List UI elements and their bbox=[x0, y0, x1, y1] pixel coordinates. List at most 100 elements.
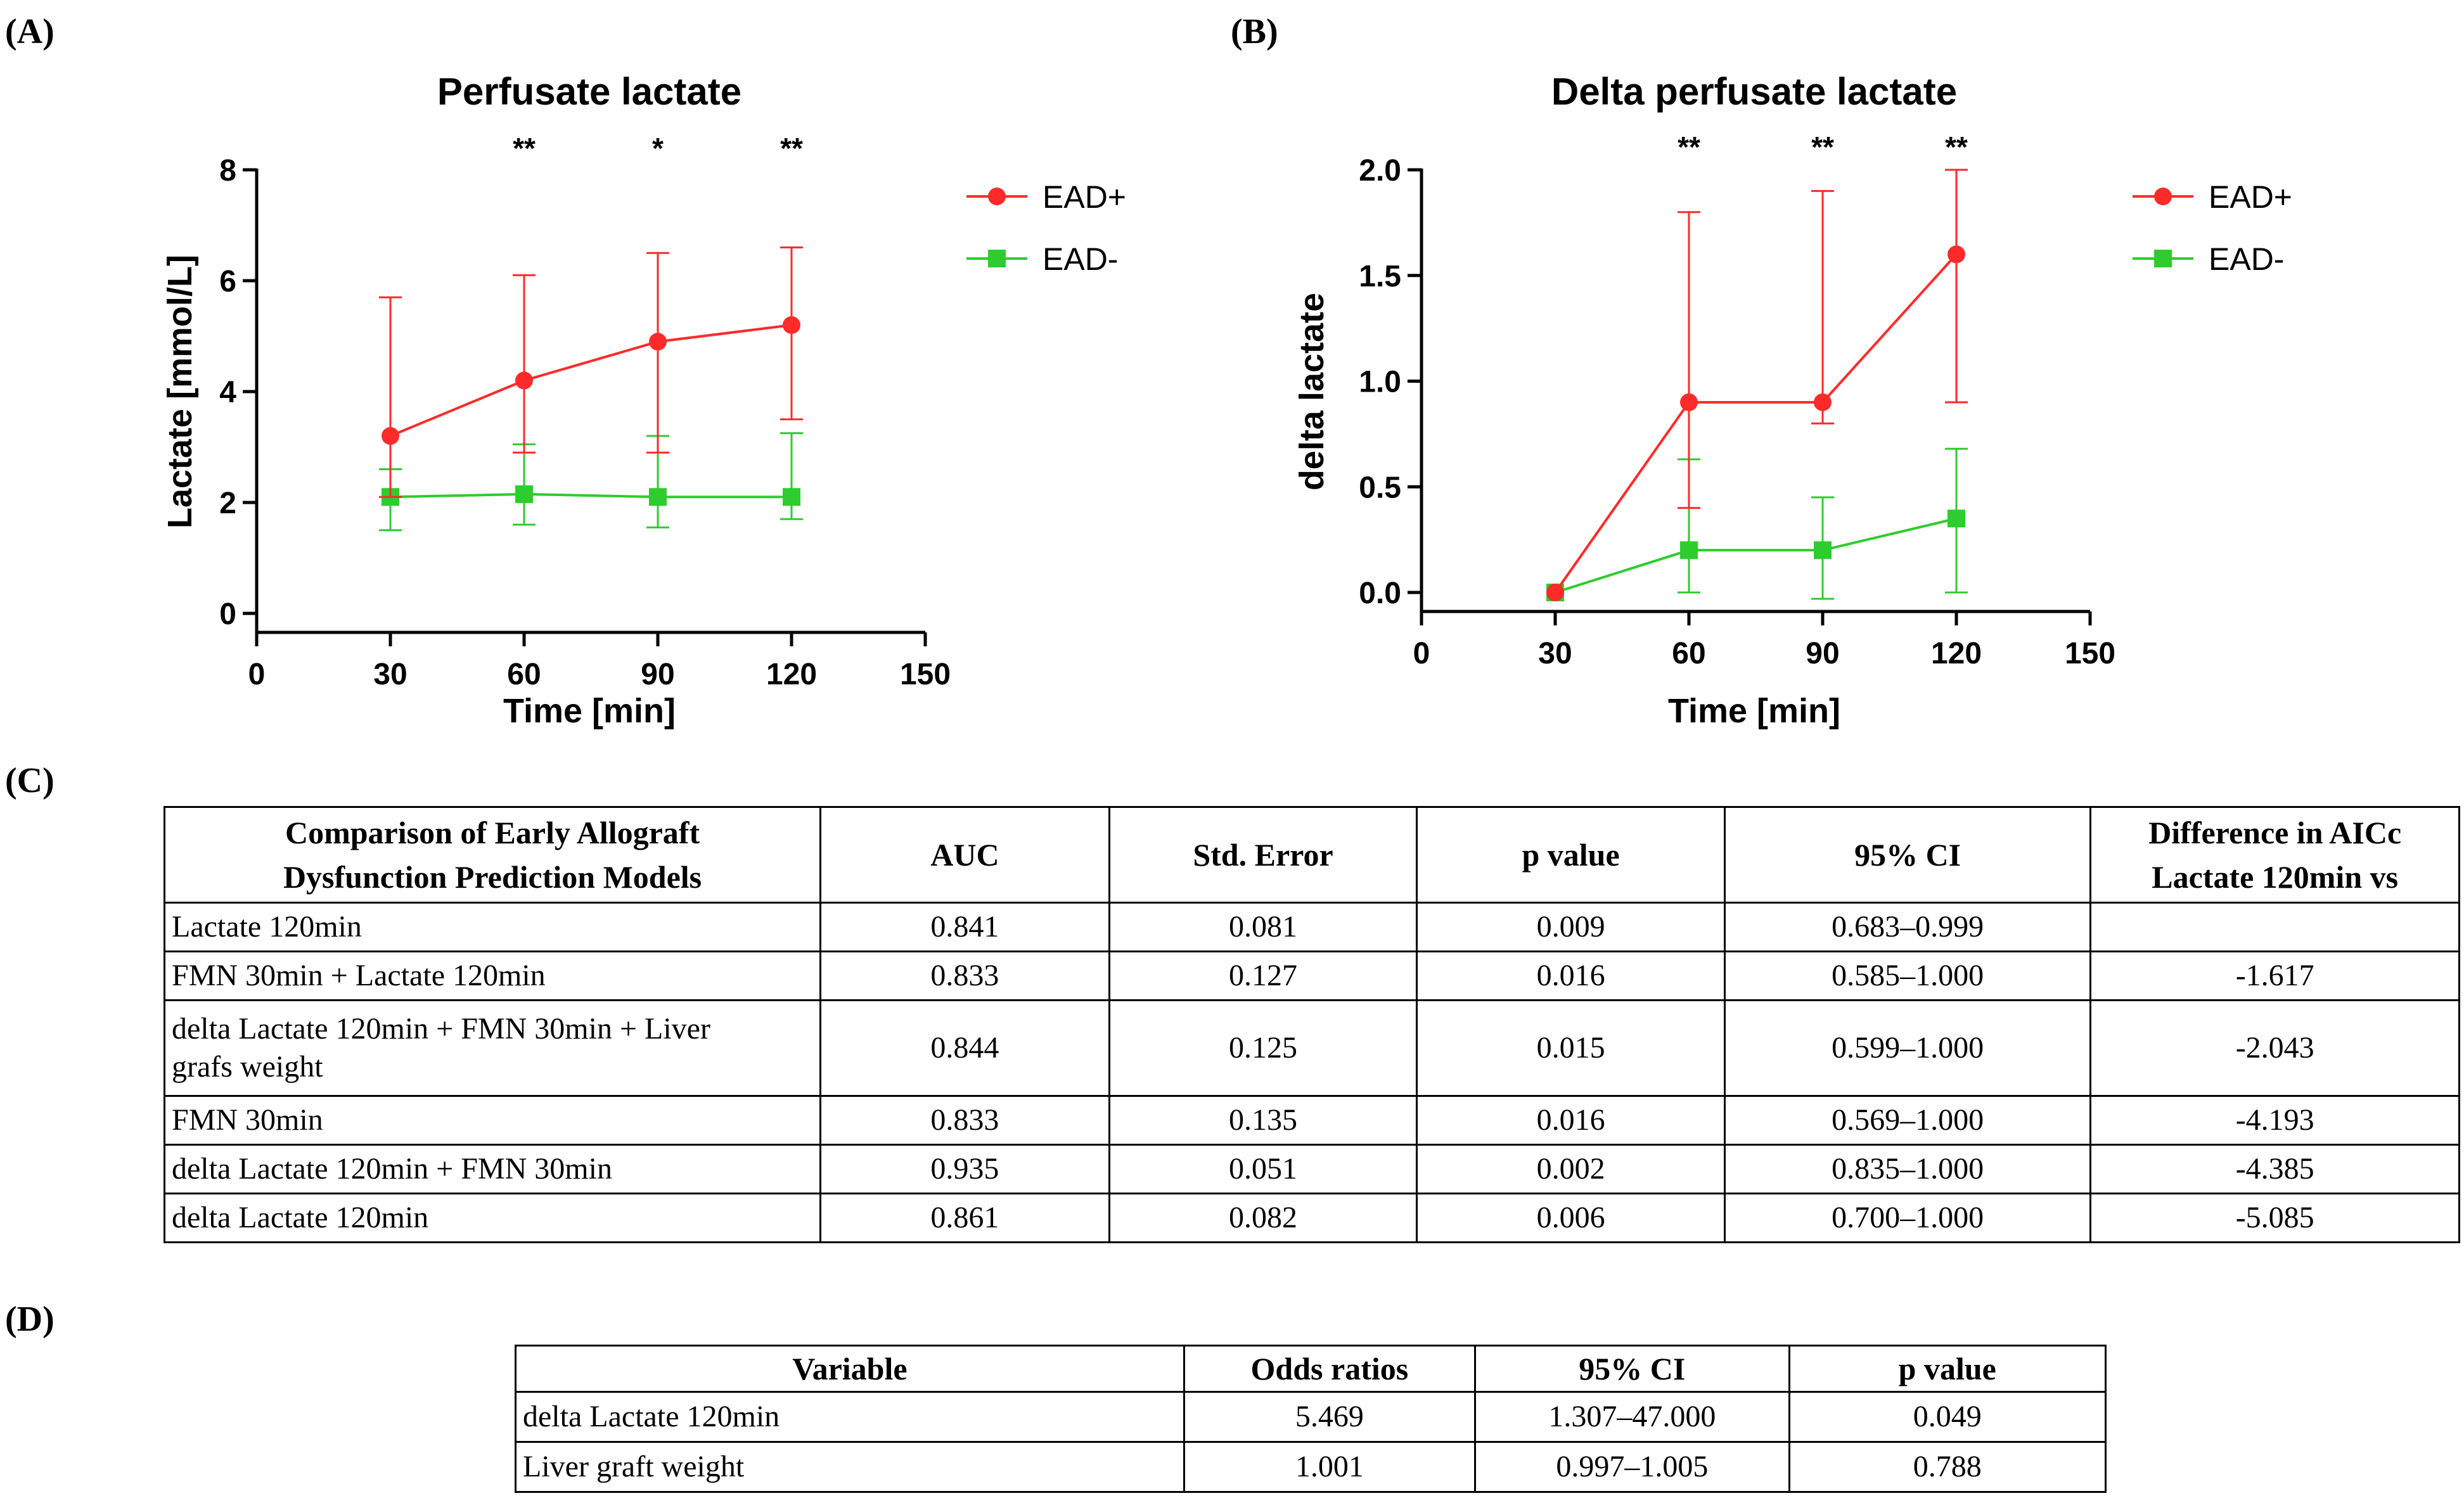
panel-label-c: (C) bbox=[5, 761, 55, 800]
legend-label: EAD- bbox=[1043, 241, 1118, 277]
significance-label: ** bbox=[1811, 131, 1834, 163]
model-cell: Lactate 120min bbox=[163, 902, 822, 952]
ci-cell: 0.569–1.000 bbox=[1723, 1095, 2092, 1146]
panel-label-a: (A) bbox=[5, 12, 55, 51]
p-cell: 0.788 bbox=[1788, 1441, 2107, 1493]
model-cell: delta Lactate 120min + FMN 30min bbox=[163, 1144, 822, 1194]
table-row: Liver graft weight 1.001 0.997–1.005 0.7… bbox=[515, 1441, 2107, 1493]
data-point-ead-pos bbox=[1680, 393, 1698, 411]
p-cell: 0.016 bbox=[1416, 1095, 1726, 1146]
se-cell: 0.081 bbox=[1108, 902, 1418, 952]
p-cell: 0.006 bbox=[1416, 1193, 1726, 1243]
data-point-ead-pos bbox=[382, 427, 399, 445]
ci-cell: 0.835–1.000 bbox=[1723, 1144, 2092, 1194]
x-tick-label: 30 bbox=[1538, 637, 1572, 670]
significance-label: ** bbox=[780, 132, 803, 165]
table-d-header-or: Odds ratios bbox=[1183, 1345, 1477, 1393]
y-tick-label: 0.5 bbox=[1359, 471, 1401, 504]
panel-label-d: (D) bbox=[5, 1300, 55, 1339]
data-point-ead-neg bbox=[649, 488, 667, 506]
x-tick-label: 150 bbox=[2065, 637, 2115, 670]
table-row: delta Lactate 120min + FMN 30min + Liver… bbox=[163, 999, 2460, 1097]
y-axis-label: delta lactate bbox=[1293, 293, 1331, 490]
p-cell: 0.015 bbox=[1416, 999, 1726, 1097]
y-tick-label: 0.0 bbox=[1359, 577, 1401, 610]
auc-cell: 0.861 bbox=[819, 1193, 1110, 1243]
model-cell: FMN 30min + Lactate 120min bbox=[163, 950, 822, 1001]
header-text: Dysfunction Prediction Models bbox=[283, 859, 702, 895]
ci-cell: 0.683–0.999 bbox=[1723, 902, 2092, 952]
table-d-header-row: Variable Odds ratios 95% CI p value bbox=[515, 1345, 2107, 1393]
table-c-header-diff: Difference in AICc Lactate 120min vs bbox=[2089, 806, 2460, 904]
legend-label: EAD- bbox=[2209, 241, 2284, 277]
diff-cell: -5.085 bbox=[2089, 1193, 2460, 1243]
diff-cell: -2.043 bbox=[2089, 999, 2460, 1097]
x-axis-label: Time [min] bbox=[503, 692, 676, 730]
auc-cell: 0.935 bbox=[819, 1144, 1110, 1194]
y-tick-label: 0 bbox=[219, 598, 236, 631]
series-line-ead-neg bbox=[390, 492, 792, 499]
odds-ratio-table: Variable Odds ratios 95% CI p value delt… bbox=[515, 1345, 2107, 1493]
data-point-ead-pos bbox=[515, 371, 533, 390]
diff-cell bbox=[2089, 902, 2460, 952]
diff-cell: -4.193 bbox=[2089, 1095, 2460, 1146]
y-tick-label: 4 bbox=[219, 376, 236, 409]
auc-cell: 0.841 bbox=[819, 902, 1110, 952]
diff-cell: -4.385 bbox=[2089, 1144, 2460, 1194]
se-cell: 0.125 bbox=[1108, 999, 1418, 1097]
table-c-header-auc: AUC bbox=[819, 806, 1110, 904]
x-tick-label: 0 bbox=[248, 658, 266, 691]
table-row: delta Lactate 120min 5.469 1.307–47.000 … bbox=[515, 1391, 2107, 1443]
legend-marker bbox=[2154, 250, 2172, 267]
legend-marker bbox=[988, 188, 1006, 205]
variable-cell: Liver graft weight bbox=[515, 1441, 1185, 1493]
significance-label: ** bbox=[1945, 131, 1968, 163]
table-d-header-variable: Variable bbox=[515, 1345, 1185, 1393]
model-cell: delta Lactate 120min bbox=[163, 1193, 822, 1243]
table-row: delta Lactate 120min + FMN 30min 0.935 0… bbox=[163, 1144, 2460, 1194]
charts-canvas: Perfusate lactate 0 2 4 6 8 0 30 60 90 120 150 Time … bbox=[161, 70, 2292, 730]
significance-label: ** bbox=[1678, 131, 1700, 163]
header-text: 95% CI bbox=[1854, 837, 1961, 873]
x-tick-label: 90 bbox=[1806, 637, 1839, 670]
series-line-ead-pos bbox=[1554, 253, 1958, 594]
header-text: Difference in AICc bbox=[2148, 815, 2402, 850]
p-cell: 0.016 bbox=[1416, 950, 1726, 1001]
x-axis-label: Time [min] bbox=[1668, 692, 1840, 730]
panel-label-b: (B) bbox=[1231, 12, 1278, 51]
legend-marker bbox=[2154, 188, 2172, 205]
se-cell: 0.135 bbox=[1108, 1095, 1418, 1146]
diff-cell: -1.617 bbox=[2089, 950, 2460, 1001]
ci-cell: 0.599–1.000 bbox=[1723, 999, 2092, 1097]
table-c-header-row: Comparison of Early Allograft Dysfunctio… bbox=[163, 806, 2460, 904]
se-cell: 0.051 bbox=[1108, 1144, 1418, 1194]
x-tick-label: 60 bbox=[1672, 637, 1705, 670]
model-cell: FMN 30min bbox=[163, 1095, 822, 1146]
y-tick-label: 2 bbox=[219, 487, 236, 520]
significance-label: * bbox=[652, 132, 664, 165]
legend-marker bbox=[988, 250, 1006, 267]
auc-cell: 0.844 bbox=[819, 999, 1110, 1097]
auc-cell: 0.833 bbox=[819, 950, 1110, 1001]
table-c-header-se: Std. Error bbox=[1108, 806, 1418, 904]
table-d-header-p: p value bbox=[1788, 1345, 2107, 1393]
data-point-ead-pos bbox=[649, 333, 667, 351]
variable-cell: delta Lactate 120min bbox=[515, 1391, 1185, 1443]
series-line-ead-pos bbox=[390, 324, 792, 437]
header-text: p value bbox=[1522, 837, 1620, 873]
table-c-header-p: p value bbox=[1416, 806, 1726, 904]
x-tick-label: 30 bbox=[373, 658, 407, 691]
table-row: Lactate 120min 0.841 0.081 0.009 0.683–0… bbox=[163, 902, 2460, 952]
data-point-ead-neg bbox=[1814, 541, 1832, 560]
x-tick-label: 0 bbox=[1413, 637, 1430, 670]
x-tick-label: 150 bbox=[900, 658, 951, 691]
x-tick-label: 120 bbox=[1931, 637, 1982, 670]
or-cell: 5.469 bbox=[1183, 1391, 1477, 1443]
data-point-ead-neg bbox=[1680, 541, 1698, 560]
table-c-header-model: Comparison of Early Allograft Dysfunctio… bbox=[163, 806, 822, 904]
y-tick-label: 2.0 bbox=[1359, 154, 1401, 188]
data-point-ead-pos bbox=[1546, 584, 1564, 601]
data-point-ead-pos bbox=[1814, 393, 1832, 411]
data-point-ead-pos bbox=[1947, 245, 1965, 264]
y-tick-label: 1.0 bbox=[1359, 366, 1401, 399]
